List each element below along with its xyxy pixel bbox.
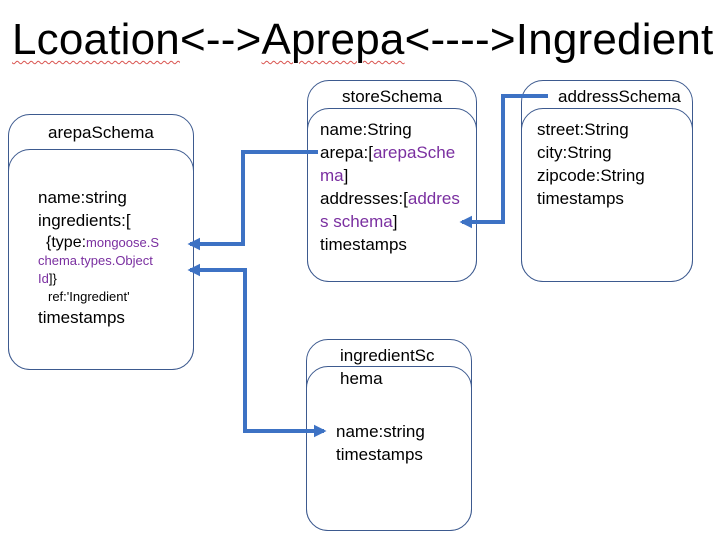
arepa-timestamps: timestamps	[38, 308, 125, 327]
arepa-ingredient-type-line-3: Id]}	[38, 270, 159, 288]
store-name-field: name:String	[320, 120, 412, 139]
arepa-schema-card-front	[8, 149, 194, 370]
diagram-title: Lcoation<-->Aprepa<---->Ingredient	[12, 14, 713, 66]
store-schema-body: name:String arepa:[arepaSche ma] address…	[320, 118, 460, 256]
ingredient-schema-header-2: hema	[340, 369, 383, 388]
address-schema-body: street:String city:String zipcode:String…	[537, 118, 645, 210]
arepa-type-ref-2: chema.types.Object	[38, 253, 153, 268]
store-arepa-field-1: arepa:[arepaSche	[320, 141, 460, 164]
arepa-name-field: name:string	[38, 188, 127, 207]
arepa-type-open: {type:	[46, 234, 87, 251]
arepa-schema-header: arepaSchema	[48, 123, 154, 142]
arepa-ref-field: ref:'Ingredient'	[48, 289, 130, 304]
connector-arepa-ingredient	[187, 263, 327, 438]
title-arrow-2: <---->	[404, 15, 516, 64]
address-street-field: street:String	[537, 120, 629, 139]
title-location: Lcoation	[12, 15, 180, 64]
address-timestamps: timestamps	[537, 189, 624, 208]
store-addresses-ref-2: s schema	[320, 212, 393, 231]
ingredient-schema-header-1: ingredientSc	[340, 346, 435, 365]
store-schema-header: storeSchema	[342, 87, 443, 106]
store-arepa-field-2: ma]	[320, 164, 460, 187]
store-addresses-field-1: addresses:[addres	[320, 187, 460, 210]
store-arepa-close: ]	[343, 166, 349, 185]
connector-address-to-store	[459, 94, 548, 229]
address-schema-header: addressSchema	[558, 87, 681, 106]
arepa-type-ref-1: mongoose.S	[86, 235, 160, 250]
store-addresses-field-2: s schema]	[320, 210, 460, 233]
store-addresses-ref-1: addres	[407, 189, 460, 208]
connector-store-to-arepa	[187, 150, 318, 251]
ingredient-timestamps: timestamps	[336, 445, 423, 464]
store-arepa-ref-1: arepaSche	[372, 143, 456, 162]
arepa-type-ref-3: Id	[38, 271, 49, 286]
ingredient-name-field: name:string	[336, 422, 425, 441]
store-arepa-ref-2: ma	[320, 166, 344, 185]
title-arrow-1: <-->	[179, 15, 262, 64]
ingredient-schema-card-front	[306, 366, 472, 531]
title-arepa: Aprepa	[261, 15, 405, 64]
store-addresses-close: ]	[392, 212, 398, 231]
address-zipcode-field: zipcode:String	[537, 166, 645, 185]
ingredient-schema-header: ingredientSc hema	[340, 344, 435, 390]
ingredient-schema-body: name:string timestamps	[336, 420, 425, 466]
store-arepa-prefix: arepa:[	[320, 143, 373, 162]
arepa-type-close: ]}	[48, 271, 57, 286]
store-addresses-prefix: addresses:[	[320, 189, 408, 208]
address-schema-card-front	[521, 108, 693, 282]
arepa-ingredients-field: ingredients:[	[38, 211, 131, 230]
address-city-field: city:String	[537, 143, 612, 162]
store-timestamps: timestamps	[320, 235, 407, 254]
title-ingredient: Ingredient	[515, 15, 714, 64]
arepa-ingredient-type-line-1: {type:mongoose.S	[38, 234, 159, 252]
store-schema-card-front	[307, 108, 477, 282]
arepa-schema-body: name:string ingredients:[ {type:mongoose…	[38, 186, 159, 329]
